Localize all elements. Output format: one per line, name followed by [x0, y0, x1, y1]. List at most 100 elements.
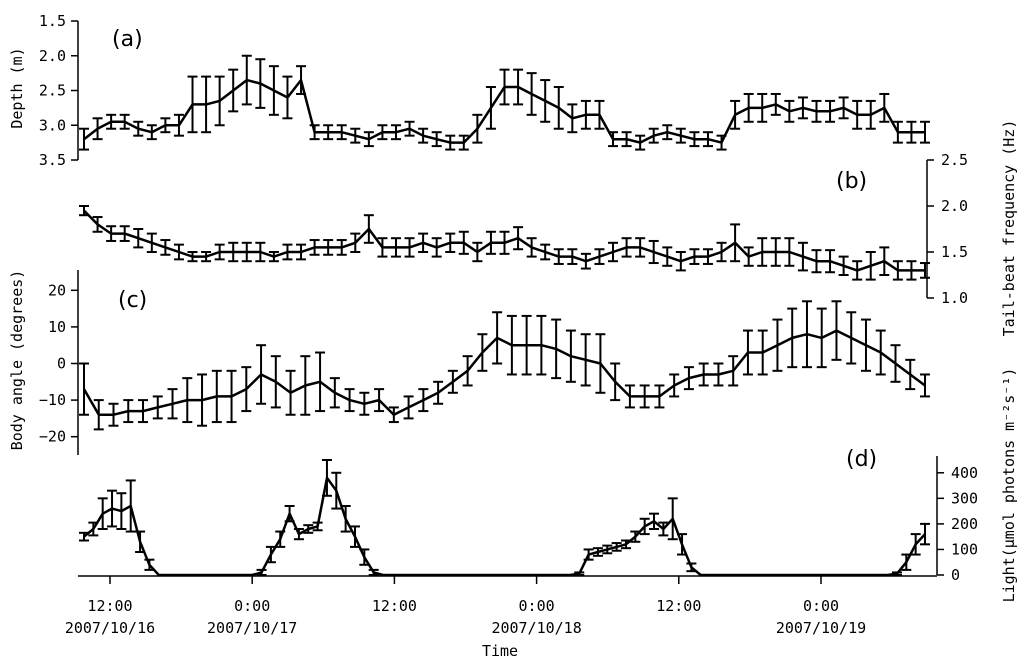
error-bar: [621, 237, 632, 258]
error-bar: [702, 248, 713, 265]
error-bar: [689, 248, 700, 265]
depth-axis-label: Depth (m): [8, 47, 26, 128]
error-bar: [757, 92, 768, 123]
tail-beat-series: [79, 205, 930, 281]
error-bar: [608, 241, 619, 263]
error-bar: [536, 314, 547, 376]
error-bar: [513, 68, 524, 106]
error-bar: [309, 239, 320, 256]
error-bar: [742, 329, 753, 376]
error-bar: [770, 92, 781, 116]
error-bar: [698, 362, 709, 387]
error-bar: [445, 232, 456, 253]
error-bar: [359, 548, 370, 566]
error-bar: [553, 86, 564, 130]
error-bar: [173, 113, 184, 137]
error-bar: [667, 497, 678, 541]
panel-d-light: (d) Light(μmol photons m⁻²s⁻¹) 0 100 200 30…: [79, 368, 1018, 602]
error-bar: [611, 542, 622, 552]
error-bar: [344, 388, 355, 413]
error-bar: [675, 127, 686, 144]
error-bar: [784, 237, 795, 267]
error-bar: [125, 479, 136, 533]
time-axis: 12:00 2007/10/16 0:00 2007/10/17 12:00 0:00 20…: [65, 575, 937, 637]
panel-c-body-angle: (c) Body angle (degrees) −20 −10 0 10 20: [8, 270, 930, 455]
error-bar: [336, 239, 347, 256]
error-bar: [329, 377, 340, 409]
depth-series: [79, 54, 930, 151]
error-bar: [624, 384, 635, 409]
error-bar: [594, 99, 605, 130]
error-bar: [293, 528, 304, 541]
error-bar: [675, 251, 686, 272]
error-bar: [458, 230, 469, 255]
error-bar: [404, 120, 415, 137]
error-bar: [906, 260, 917, 281]
error-bar: [92, 117, 103, 141]
error-bar: [296, 243, 307, 261]
error-bar: [852, 99, 863, 130]
error-bar: [838, 96, 849, 120]
error-bar: [472, 241, 483, 263]
error-bar: [211, 369, 222, 424]
error-bar: [363, 214, 374, 244]
error-bar: [662, 124, 673, 141]
error-bar: [107, 489, 118, 528]
error-bar: [377, 237, 388, 258]
error-bar: [116, 492, 127, 530]
error-bar: [92, 216, 103, 233]
error-bar: [801, 300, 812, 369]
error-bar: [445, 134, 456, 151]
x-date-label: 2007/10/17: [207, 619, 297, 637]
error-bar: [865, 251, 876, 281]
x-date-label: 2007/10/18: [491, 619, 581, 637]
time-axis-label: Time: [482, 642, 518, 660]
error-bar: [583, 548, 594, 561]
error-bar: [689, 131, 700, 148]
error-bar: [890, 344, 901, 383]
error-bar: [891, 571, 902, 576]
error-bar: [226, 369, 237, 424]
error-bar: [321, 459, 332, 497]
error-bar: [160, 239, 171, 256]
error-bar: [716, 134, 727, 151]
error-bar: [635, 237, 646, 258]
error-bar: [620, 539, 631, 550]
error-bar: [757, 329, 768, 376]
error-bar: [553, 248, 564, 265]
error-bar: [901, 553, 912, 571]
error-bar: [865, 99, 876, 130]
error-bar: [296, 65, 307, 95]
error-bar: [97, 497, 108, 530]
light-axis: 0 100 200 300 400: [936, 456, 978, 584]
error-bar: [79, 205, 89, 217]
error-bar: [418, 127, 429, 144]
error-bar: [648, 127, 659, 144]
error-bar: [268, 65, 279, 116]
error-bar: [784, 99, 795, 123]
error-bar: [241, 54, 252, 106]
error-bar: [323, 239, 334, 256]
error-bar: [462, 355, 473, 387]
error-bar: [825, 99, 836, 123]
panel-b-letter: (b): [836, 169, 867, 194]
y-tick-label: 1.5: [941, 243, 968, 261]
body-angle-axis: −20 −10 0 10 20: [39, 270, 79, 455]
error-bar: [359, 391, 370, 416]
error-bar: [256, 344, 267, 405]
error-bar: [197, 373, 208, 427]
error-bar: [592, 547, 603, 557]
error-bar: [677, 533, 688, 556]
error-bar: [648, 239, 659, 265]
error-bar: [772, 318, 783, 372]
error-bar: [526, 237, 537, 258]
x-tick-label: 12:00: [372, 597, 417, 615]
error-bar: [485, 230, 496, 255]
error-bar: [811, 99, 822, 123]
error-bar: [201, 251, 212, 263]
error-bar: [716, 241, 727, 263]
error-bar: [506, 314, 517, 376]
error-bar: [403, 395, 414, 420]
error-bar: [173, 243, 184, 261]
error-bar: [526, 72, 537, 116]
